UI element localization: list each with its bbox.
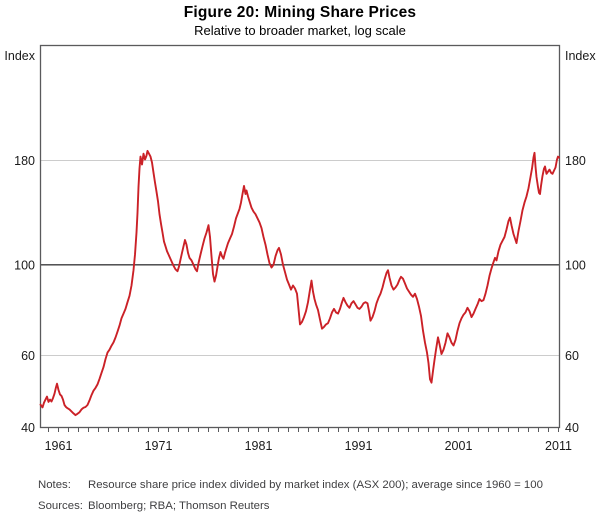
y-tick-label-left-40: 40 <box>21 421 35 435</box>
notes-text: Resource share price index divided by ma… <box>88 479 543 491</box>
series-line-0 <box>39 149 560 417</box>
chart-title: Figure 20: Mining Share Prices <box>183 4 417 21</box>
sources-label: Sources: <box>38 500 83 512</box>
sources-text: Bloomberg; RBA; Thomson Reuters <box>88 500 270 512</box>
x-tick-label-1961: 1961 <box>45 439 73 453</box>
x-tick-label-2011: 2011 <box>545 439 572 453</box>
y-tick-label-left-100: 100 <box>14 258 35 272</box>
y-tick-label-right-40: 40 <box>565 421 579 435</box>
y-axis-unit-right: Index <box>565 49 596 63</box>
notes-label: Notes: <box>38 479 71 491</box>
x-tick-label-2001: 2001 <box>445 439 473 453</box>
y-tick-label-right-100: 100 <box>565 258 586 272</box>
sources-row: Sources: Bloomberg; RBA; Thomson Reuters <box>38 500 578 512</box>
chart-plot-area: 180 180 100 100 60 60 40 40 1961 1971 1981 1991 2001… <box>14 44 586 453</box>
x-tick-label-1981: 1981 <box>245 439 273 453</box>
plot-frame <box>39 44 561 429</box>
y-tick-label-left-180: 180 <box>14 154 35 168</box>
y-tick-label-right-60: 60 <box>565 349 579 363</box>
y-tick-label-right-180: 180 <box>565 154 586 168</box>
x-tick-label-1971: 1971 <box>145 439 173 453</box>
notes-row: Notes: Resource share price index divide… <box>38 479 578 491</box>
y-axis-unit-left: Index <box>4 49 35 63</box>
chart-subtitle: Relative to broader market, log scale <box>194 23 406 38</box>
y-tick-label-left-60: 60 <box>21 349 35 363</box>
x-tick-label-1991: 1991 <box>345 439 373 453</box>
